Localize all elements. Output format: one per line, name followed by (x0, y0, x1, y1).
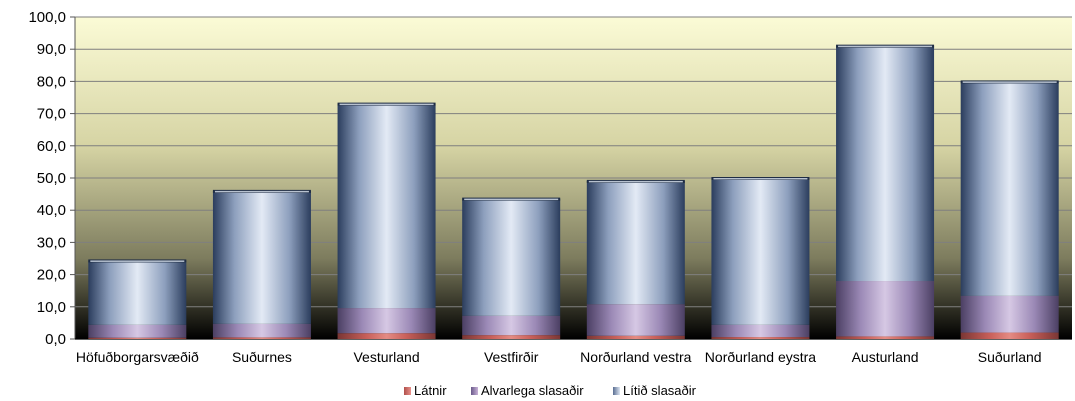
bar-segment-latnir (337, 333, 436, 339)
legend-swatch (404, 387, 411, 395)
bar-group (88, 259, 187, 339)
y-tick-label: 80,0 (37, 73, 66, 90)
x-axis-category-labels: Höfuðborgarsvæðið Suðurnes Vesturland Vestf… (76, 349, 1042, 365)
y-tick-label: 70,0 (37, 106, 66, 123)
legend: Látnir Alvarlega slasaðir Lítið slasaðir (404, 383, 697, 398)
bar-group (586, 179, 685, 339)
legend-swatch (471, 387, 478, 395)
bar-segment-latnir (960, 332, 1059, 339)
bar-segment-latnir (711, 337, 810, 339)
bar-segment-litid-slasadir (212, 190, 311, 324)
bar-top-highlight (90, 260, 185, 262)
legend-swatch (613, 387, 620, 395)
legend-item-latnir: Látnir (404, 383, 447, 398)
bar-group (337, 102, 436, 339)
x-category-label: Höfuðborgarsvæðið (76, 349, 199, 365)
bar-segment-alvarlega-slasadir (586, 304, 685, 336)
bar-group (212, 189, 311, 339)
bar-top-highlight (962, 81, 1057, 83)
bar-segment-latnir (462, 335, 561, 339)
legend-item-alvarlega-slasadir: Alvarlega slasaðir (471, 383, 584, 398)
y-tick-label: 90,0 (37, 41, 66, 58)
bar-group (960, 80, 1059, 339)
y-tick-label: 50,0 (37, 170, 66, 187)
y-tick-label: 40,0 (37, 202, 66, 219)
bar-segment-litid-slasadir (462, 198, 561, 316)
bar-top-highlight (838, 45, 933, 48)
y-tick-label: 60,0 (37, 138, 66, 155)
bar-segment-alvarlega-slasadir (88, 324, 187, 338)
bars (88, 44, 1059, 339)
x-category-label: Norðurland eystra (705, 349, 816, 365)
x-category-label: Suðurland (978, 349, 1042, 365)
bar-segment-latnir (586, 335, 685, 339)
legend-label: Lítið slasaðir (623, 383, 697, 398)
bar-top-highlight (464, 198, 559, 201)
bar-segment-latnir (88, 337, 187, 339)
legend-label: Alvarlega slasaðir (481, 383, 584, 398)
bar-segment-litid-slasadir (836, 45, 935, 282)
bar-segment-litid-slasadir (337, 103, 436, 309)
bar-segment-alvarlega-slasadir (711, 324, 810, 338)
bar-segment-latnir (836, 336, 935, 339)
bar-group (836, 44, 935, 339)
bar-top-highlight (713, 178, 808, 180)
bar-group (462, 197, 561, 339)
y-axis-tick-labels: 0,0 10,0 20,0 30,0 40,0 50,0 60,0 70,0 80,0 90,0 1… (28, 9, 75, 348)
y-tick-label: 10,0 (37, 299, 66, 316)
y-tick-label: 100,0 (28, 9, 66, 26)
x-category-label: Norðurland vestra (580, 349, 691, 365)
bar-segment-alvarlega-slasadir (836, 281, 935, 337)
x-category-label: Vesturland (353, 349, 419, 365)
x-category-label: Vestfirðir (484, 349, 539, 365)
x-category-label: Austurland (852, 349, 919, 365)
bar-segment-latnir (212, 337, 311, 339)
bar-top-highlight (214, 190, 309, 193)
x-category-label: Suðurnes (232, 349, 292, 365)
y-tick-label: 20,0 (37, 267, 66, 284)
bar-top-highlight (339, 103, 434, 106)
bar-segment-litid-slasadir (586, 180, 685, 305)
bar-segment-litid-slasadir (88, 260, 187, 325)
y-tick-label: 30,0 (37, 234, 66, 251)
bar-segment-litid-slasadir (711, 178, 810, 325)
bar-segment-alvarlega-slasadir (462, 315, 561, 336)
y-tick-label: 0,0 (45, 331, 66, 348)
bar-segment-alvarlega-slasadir (960, 295, 1059, 333)
bar-top-highlight (588, 180, 683, 183)
legend-label: Látnir (414, 383, 447, 398)
bar-segment-alvarlega-slasadir (337, 308, 436, 334)
bar-group (711, 177, 810, 339)
bar-segment-litid-slasadir (960, 81, 1059, 296)
legend-item-litid-slasadir: Lítið slasaðir (613, 383, 697, 398)
bar-segment-alvarlega-slasadir (212, 323, 311, 338)
